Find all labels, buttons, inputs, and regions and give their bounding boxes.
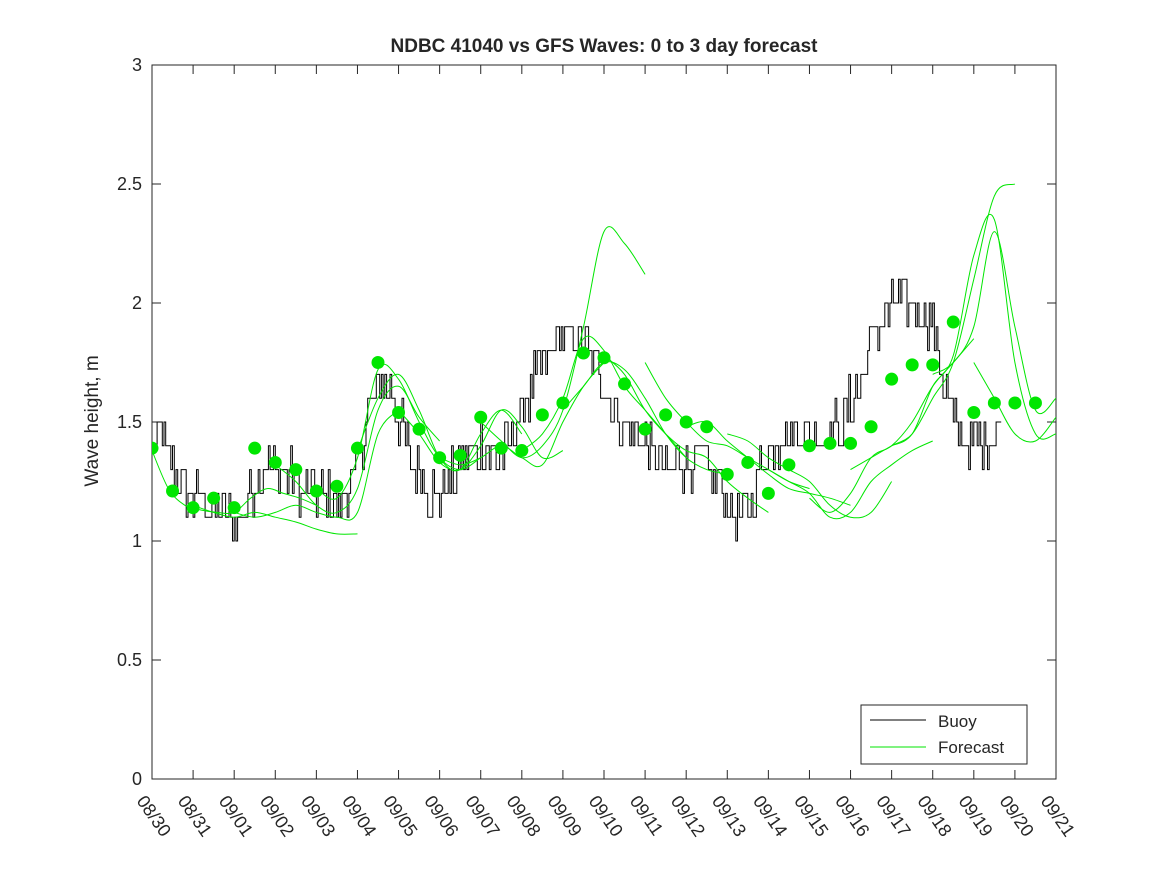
forecast-marker: [885, 372, 899, 386]
forecast-line: [727, 433, 893, 519]
buoy-line: [152, 278, 1002, 542]
forecast-marker: [946, 315, 960, 329]
y-tick-label: 3: [132, 55, 142, 75]
forecast-marker: [823, 436, 837, 450]
forecast-marker: [371, 356, 385, 369]
forecast-markers: [152, 315, 1042, 515]
y-tick-label: 0.5: [117, 650, 142, 670]
forecast-marker: [309, 484, 323, 498]
plot-area: [151, 64, 1057, 780]
forecast-marker: [782, 458, 796, 472]
forecast-marker: [741, 455, 755, 469]
legend-buoy-label: Buoy: [938, 712, 977, 731]
forecast-marker: [864, 420, 878, 434]
forecast-line: [274, 385, 440, 514]
forecast-marker: [227, 501, 241, 515]
forecast-line: [562, 361, 728, 475]
y-tick-label: 1: [132, 531, 142, 551]
legend-forecast-label: Forecast: [938, 738, 1004, 757]
forecast-marker: [556, 396, 570, 410]
forecast-marker: [844, 436, 858, 450]
forecast-marker: [597, 351, 611, 365]
forecast-line: [398, 409, 564, 472]
forecast-line: [316, 363, 481, 500]
forecast-line: [973, 362, 1056, 443]
chart-title: NDBC 41040 vs GFS Waves: 0 to 3 day fore…: [391, 36, 819, 57]
legend: Buoy Forecast: [860, 704, 1028, 765]
forecast-marker: [474, 410, 488, 424]
forecast-marker: [926, 358, 940, 372]
legend-box: [860, 704, 1028, 765]
forecast-marker: [1008, 396, 1022, 410]
forecast-marker: [987, 396, 1001, 410]
forecast-marker: [412, 422, 426, 436]
forecast-marker: [186, 501, 200, 515]
y-axis: 0 0.5 1 1.5 2 2.5 3: [117, 55, 1056, 789]
forecast-line: [192, 504, 358, 535]
forecast-marker: [679, 415, 693, 429]
forecast-marker: [166, 484, 180, 498]
y-tick-label: 2.5: [117, 174, 142, 194]
forecast-marker: [152, 441, 159, 455]
forecast-marker: [905, 358, 919, 372]
forecast-marker: [576, 346, 590, 360]
forecast-marker: [659, 408, 673, 422]
forecast-marker: [330, 479, 344, 493]
forecast-marker: [207, 491, 221, 505]
forecast-marker: [433, 451, 447, 465]
forecast-marker: [967, 405, 981, 419]
forecast-line: [234, 409, 399, 521]
y-axis-label: Wave height, m: [82, 355, 103, 486]
forecast-marker: [289, 463, 303, 477]
forecast-line: [768, 440, 933, 520]
forecast-series: [152, 183, 1056, 535]
forecast-marker: [700, 420, 714, 434]
forecast-marker: [761, 486, 775, 500]
forecast-marker: [453, 448, 467, 462]
forecast-marker: [535, 408, 549, 422]
forecast-marker: [248, 441, 262, 455]
forecast-line: [891, 213, 1056, 447]
forecast-marker: [515, 444, 529, 458]
forecast-marker: [802, 439, 816, 453]
forecast-marker: [1028, 396, 1042, 410]
forecast-line: [521, 335, 687, 459]
forecast-marker: [392, 405, 406, 419]
y-tick-label: 0: [132, 769, 142, 789]
y-tick-label: 1.5: [117, 412, 142, 432]
y-tick-label: 2: [132, 293, 142, 313]
forecast-marker: [350, 441, 364, 455]
forecast-marker: [720, 467, 734, 481]
forecast-marker: [494, 441, 508, 455]
buoy-series: [152, 278, 1002, 542]
forecast-marker: [618, 377, 632, 391]
forecast-marker: [268, 455, 282, 469]
forecast-marker: [638, 422, 652, 436]
